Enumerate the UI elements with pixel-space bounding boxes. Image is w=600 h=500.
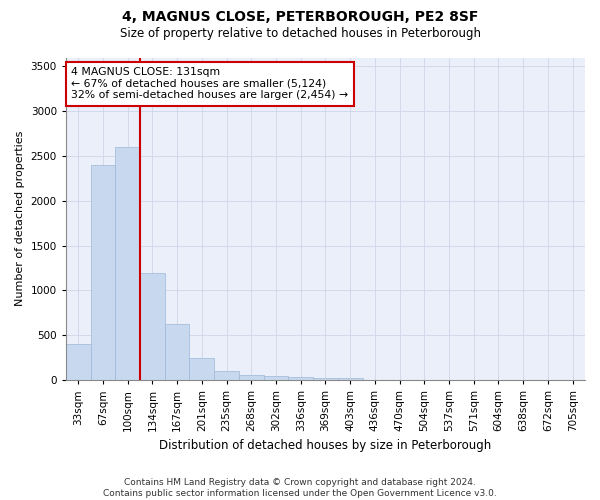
- Bar: [91, 165, 115, 380]
- Bar: [263, 376, 289, 380]
- Bar: [338, 378, 362, 380]
- Bar: [115, 147, 140, 380]
- Bar: [313, 378, 338, 380]
- Bar: [239, 374, 263, 380]
- Bar: [165, 324, 190, 380]
- Bar: [140, 272, 165, 380]
- Y-axis label: Number of detached properties: Number of detached properties: [15, 131, 25, 306]
- Bar: [289, 378, 313, 380]
- X-axis label: Distribution of detached houses by size in Peterborough: Distribution of detached houses by size …: [159, 440, 491, 452]
- Bar: [190, 358, 214, 380]
- Text: 4, MAGNUS CLOSE, PETERBOROUGH, PE2 8SF: 4, MAGNUS CLOSE, PETERBOROUGH, PE2 8SF: [122, 10, 478, 24]
- Text: Size of property relative to detached houses in Peterborough: Size of property relative to detached ho…: [119, 28, 481, 40]
- Bar: [66, 344, 91, 380]
- Bar: [214, 371, 239, 380]
- Text: Contains HM Land Registry data © Crown copyright and database right 2024.
Contai: Contains HM Land Registry data © Crown c…: [103, 478, 497, 498]
- Text: 4 MAGNUS CLOSE: 131sqm
← 67% of detached houses are smaller (5,124)
32% of semi-: 4 MAGNUS CLOSE: 131sqm ← 67% of detached…: [71, 67, 348, 100]
